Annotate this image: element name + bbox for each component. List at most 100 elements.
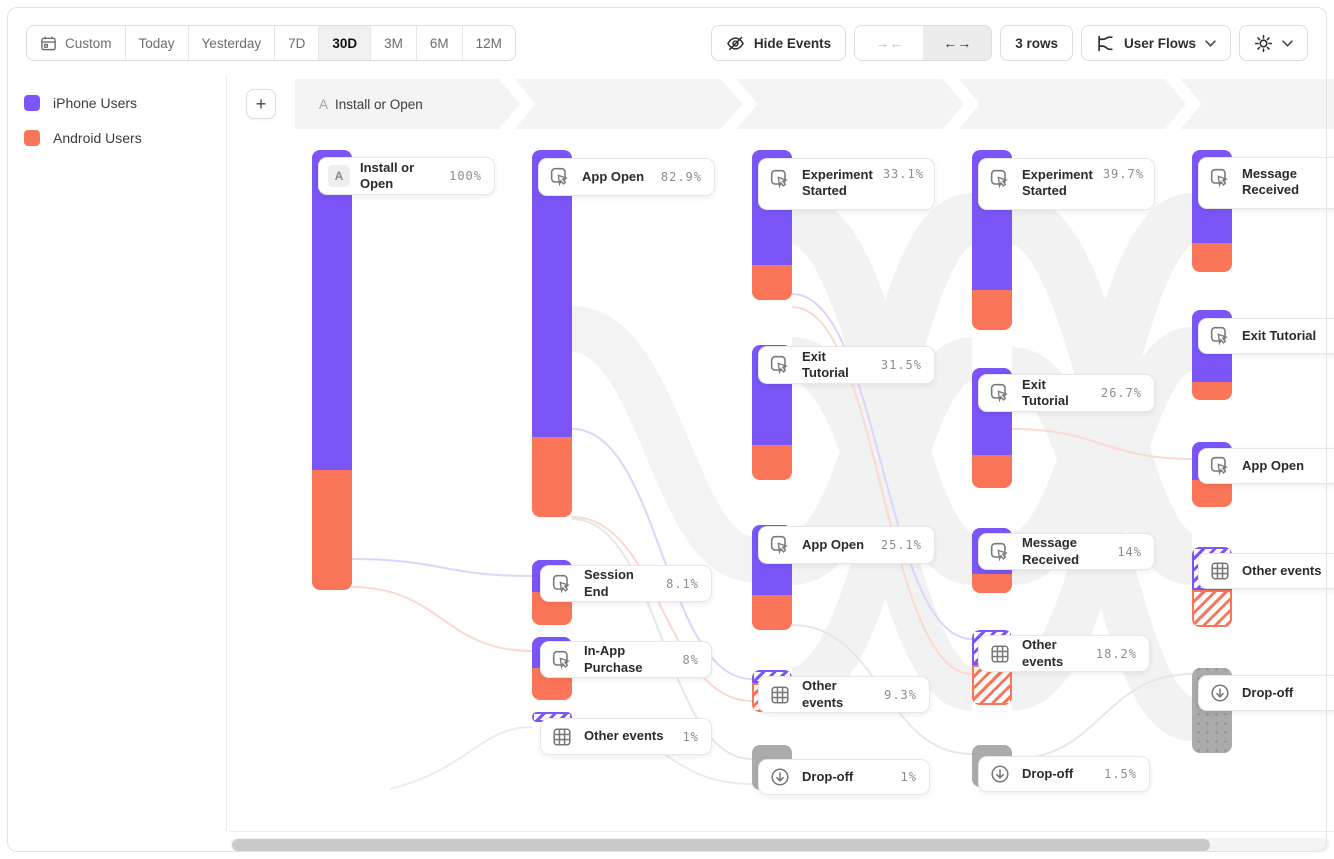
- bar-segment-android: [972, 455, 1012, 488]
- bar-segment-android: [752, 265, 792, 300]
- flow-node-experiment-started[interactable]: Experiment Started 33.1%: [758, 158, 935, 210]
- event-click-icon: [550, 648, 574, 672]
- flow-node-drop-off[interactable]: Drop-off 1.5%: [978, 756, 1150, 792]
- date-range-12m[interactable]: 12M: [461, 26, 515, 60]
- flow-node-exit-tutorial[interactable]: Exit Tutorial: [1198, 318, 1334, 354]
- gear-icon: [1254, 34, 1273, 53]
- expand-columns-button[interactable]: ←→: [923, 26, 992, 60]
- flow-node-other-events[interactable]: Other events 1%: [540, 718, 712, 755]
- flow-bar[interactable]: [312, 150, 352, 590]
- grid-icon: [1208, 559, 1232, 583]
- flow-node-app-open[interactable]: App Open: [1198, 448, 1334, 484]
- event-click-icon: [1208, 166, 1232, 190]
- flow-node-app-open[interactable]: App Open 25.1%: [758, 526, 935, 564]
- flow-node-drop-off[interactable]: Drop-off: [1198, 675, 1334, 711]
- flow-bar[interactable]: [532, 712, 572, 722]
- flow-node-drop-off[interactable]: Drop-off 1%: [758, 759, 930, 795]
- event-click-icon: [988, 540, 1012, 564]
- date-range-3m[interactable]: 3M: [370, 26, 416, 60]
- iphone-users-swatch: [24, 95, 40, 111]
- collapse-expand-toggle: →← ←→: [854, 25, 993, 61]
- dropoff-arrow-icon: [768, 765, 792, 789]
- flow-chart-icon: [1096, 34, 1115, 53]
- grid-icon: [768, 683, 792, 707]
- bar-segment-iphone: [312, 150, 352, 470]
- flow-node-other-events[interactable]: Other events 18.2%: [978, 635, 1150, 672]
- calendar-icon: [40, 35, 57, 52]
- legend-label: Android Users: [53, 130, 142, 146]
- date-range-label: Custom: [65, 35, 112, 51]
- add-step-button[interactable]: +: [246, 89, 276, 119]
- toolbar-right: Hide Events →← ←→ 3 rows User Flows: [710, 25, 1308, 61]
- flow-node-app-open[interactable]: App Open 82.9%: [538, 158, 715, 196]
- legend-item-android-users[interactable]: Android Users: [24, 130, 142, 146]
- flow-node-message-received[interactable]: Message Received: [1198, 157, 1334, 209]
- flow-node-session-end[interactable]: Session End 8.1%: [540, 565, 712, 602]
- event-click-icon: [988, 381, 1012, 405]
- dropoff-arrow-icon: [1208, 681, 1232, 705]
- chevron-down-icon: [1282, 39, 1293, 47]
- legend-item-iphone-users[interactable]: iPhone Users: [24, 95, 142, 111]
- flow-node-exit-tutorial[interactable]: Exit Tutorial 31.5%: [758, 346, 935, 384]
- date-range-group: Custom Today Yesterday 7D 30D 3M 6M 12M: [26, 25, 516, 61]
- bar-segment-android: [752, 445, 792, 480]
- bar-segment-iphone: [532, 150, 572, 437]
- android-users-swatch: [24, 130, 40, 146]
- flow-node-other-events[interactable]: Other events: [1198, 553, 1334, 589]
- grid-icon: [988, 642, 1012, 666]
- flow-node-exit-tutorial[interactable]: Exit Tutorial 26.7%: [978, 374, 1155, 412]
- flow-bar[interactable]: [532, 150, 572, 517]
- flow-node-other-events[interactable]: Other events 9.3%: [758, 676, 930, 713]
- horizontal-scrollbar-track[interactable]: [230, 838, 1330, 852]
- bar-segment-android: [1192, 480, 1232, 507]
- date-range-today[interactable]: Today: [124, 26, 188, 60]
- bar-segment-android: [752, 595, 792, 630]
- event-a-badge: A: [328, 165, 350, 187]
- date-range-yesterday[interactable]: Yesterday: [187, 26, 275, 60]
- bar-segment-android: [972, 574, 1012, 593]
- legend-label: iPhone Users: [53, 95, 138, 111]
- user-flows-canvas: A Install or Open 100% App Open 82.9% Se…: [230, 129, 1334, 831]
- step-a-label: A Install or Open: [319, 79, 423, 129]
- settings-button[interactable]: [1239, 25, 1308, 61]
- bar-segment-android: [312, 470, 352, 590]
- view-selector-button[interactable]: User Flows: [1080, 25, 1231, 61]
- step-event-name: Install or Open: [335, 96, 423, 112]
- collapse-columns-button[interactable]: →←: [855, 26, 924, 60]
- chevron-down-icon: [1205, 39, 1216, 47]
- bar-segment-other-android: [1192, 590, 1232, 627]
- event-click-icon: [768, 353, 792, 377]
- bar-segment-other-iphone: [532, 712, 572, 722]
- rows-button[interactable]: 3 rows: [1000, 25, 1073, 61]
- flow-step-header[interactable]: A Install or Open: [295, 79, 1334, 129]
- date-range-7d[interactable]: 7D: [274, 26, 318, 60]
- step-chevron-separators: [499, 79, 1202, 129]
- eye-off-icon: [726, 34, 745, 53]
- event-click-icon: [768, 533, 792, 557]
- step-letter: A: [319, 96, 329, 112]
- horizontal-scrollbar-thumb[interactable]: [232, 839, 1210, 851]
- bar-segment-android: [972, 290, 1012, 330]
- event-click-icon: [550, 572, 574, 596]
- flow-node-message-received[interactable]: Message Received 14%: [978, 533, 1155, 570]
- bar-segment-android: [1192, 382, 1232, 400]
- date-range-custom[interactable]: Custom: [27, 26, 125, 60]
- hide-events-button[interactable]: Hide Events: [710, 25, 847, 61]
- segment-legend: iPhone Users Android Users: [24, 95, 142, 165]
- canvas-bottom-divider: [230, 831, 1334, 832]
- date-range-6m[interactable]: 6M: [415, 26, 462, 60]
- expand-icon: ←→: [943, 35, 972, 51]
- plus-icon: +: [255, 93, 267, 114]
- event-click-icon: [768, 167, 792, 191]
- flow-node-in-app-purchase[interactable]: In-App Purchase 8%: [540, 641, 712, 678]
- event-click-icon: [1208, 454, 1232, 478]
- bar-segment-android: [532, 437, 572, 517]
- bar-segment-android: [1192, 243, 1232, 272]
- flow-node-install-or-open[interactable]: A Install or Open 100%: [318, 157, 495, 195]
- grid-icon: [550, 725, 574, 749]
- flow-node-experiment-started[interactable]: Experiment Started 39.7%: [978, 158, 1155, 210]
- date-range-30d-selected[interactable]: 30D: [318, 26, 371, 60]
- sidebar-divider: [226, 75, 227, 832]
- event-click-icon: [1208, 324, 1232, 348]
- collapse-icon: →←: [875, 35, 904, 51]
